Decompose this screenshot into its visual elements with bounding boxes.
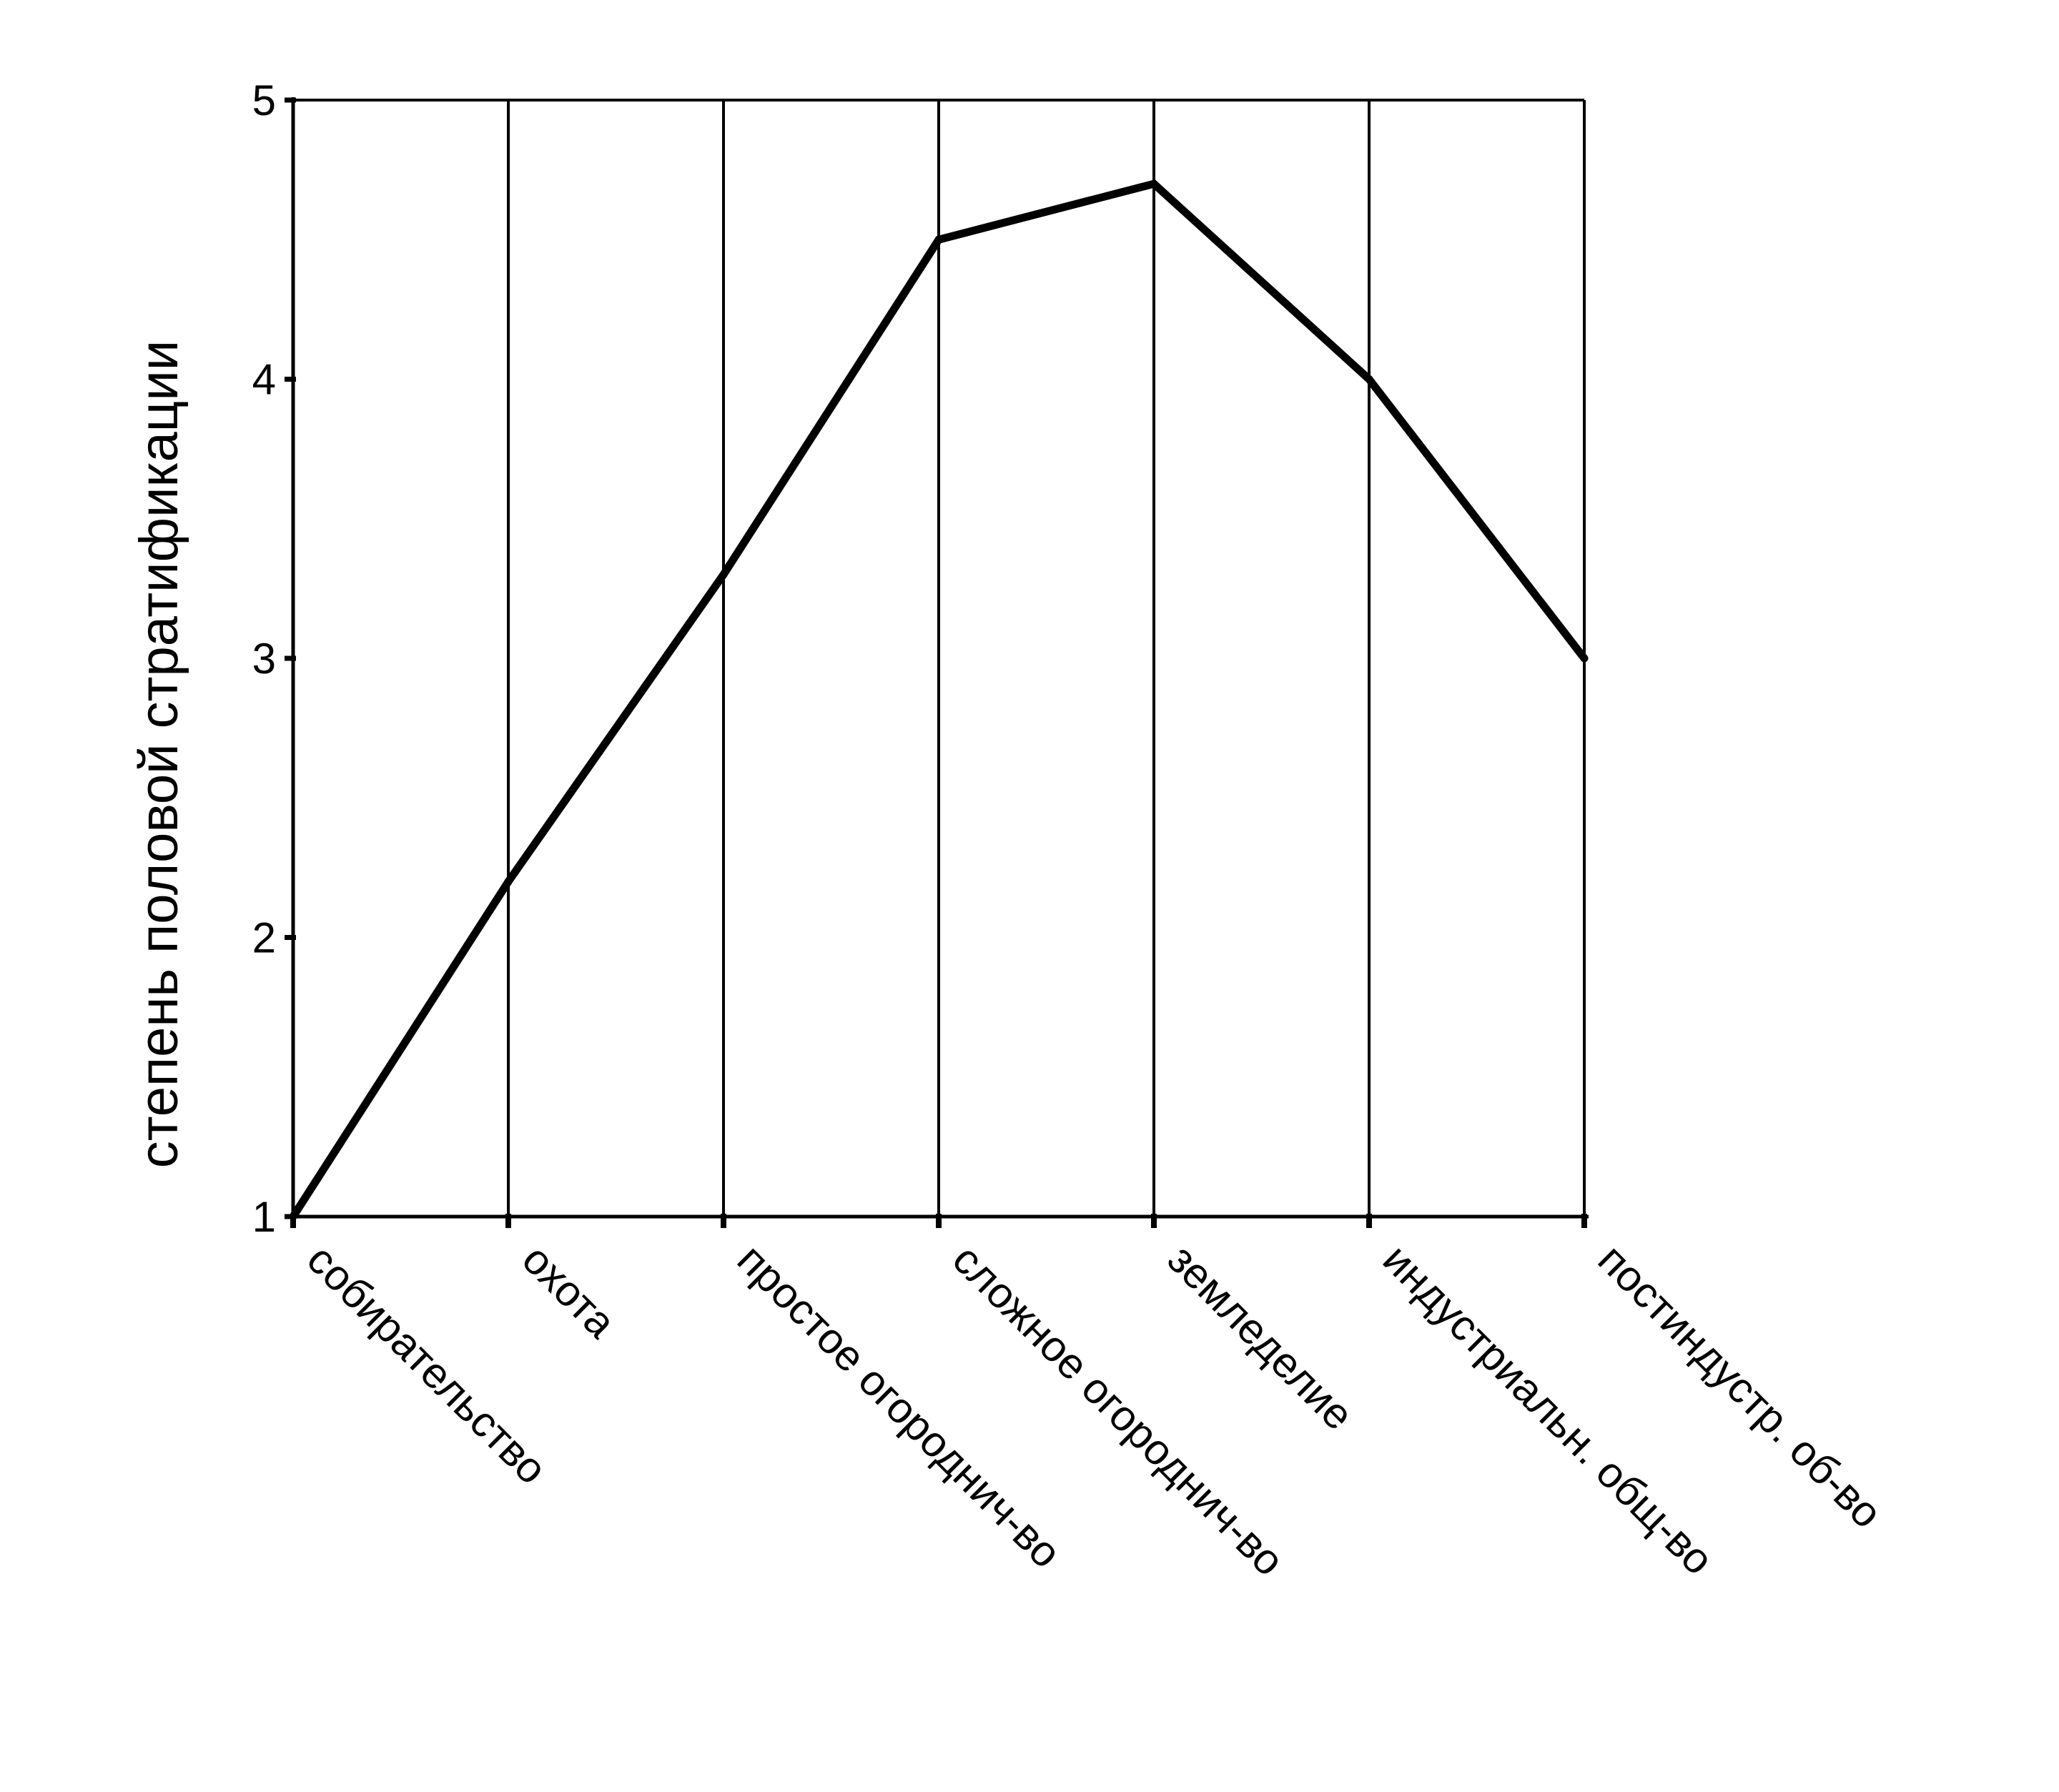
- x-category-label-5: земледелие: [1159, 1235, 1363, 1440]
- data-series: [289, 179, 1589, 1221]
- data-point-3: [719, 570, 728, 579]
- data-point-2: [504, 877, 513, 886]
- data-point-5: [1150, 179, 1158, 188]
- data-point-6: [1365, 375, 1373, 383]
- axes: [285, 97, 1589, 1228]
- x-category-label-2: охота: [513, 1235, 626, 1347]
- y-tick-label-3: 3: [252, 635, 276, 683]
- vertical-gridlines: [507, 100, 1586, 1217]
- y-tick-label-2: 2: [252, 914, 276, 962]
- y-tick-label-4: 4: [252, 356, 276, 404]
- y-tick-label-1: 1: [252, 1193, 276, 1241]
- data-point-7: [1580, 654, 1589, 663]
- data-point-1: [289, 1212, 297, 1221]
- y-axis-title: степень половой стратификации: [129, 340, 189, 1168]
- data-point-4: [934, 235, 943, 244]
- x-category-label-1: собирательство: [298, 1235, 556, 1493]
- y-tick-label-5: 5: [252, 76, 276, 124]
- y-tick-labels: 1 2 3 4 5: [252, 76, 276, 1241]
